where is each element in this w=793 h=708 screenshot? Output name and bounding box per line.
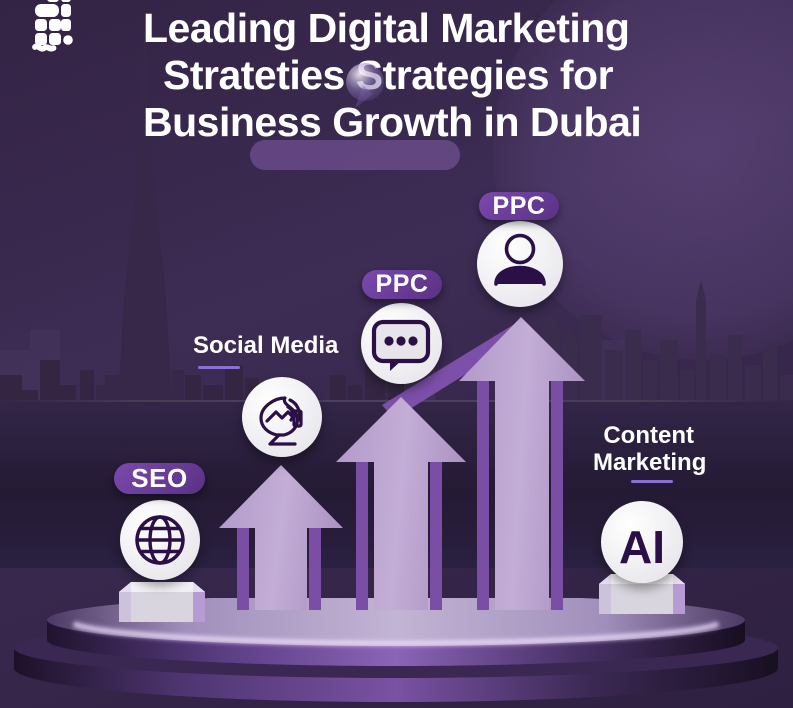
svg-text:AI: AI: [619, 521, 665, 573]
